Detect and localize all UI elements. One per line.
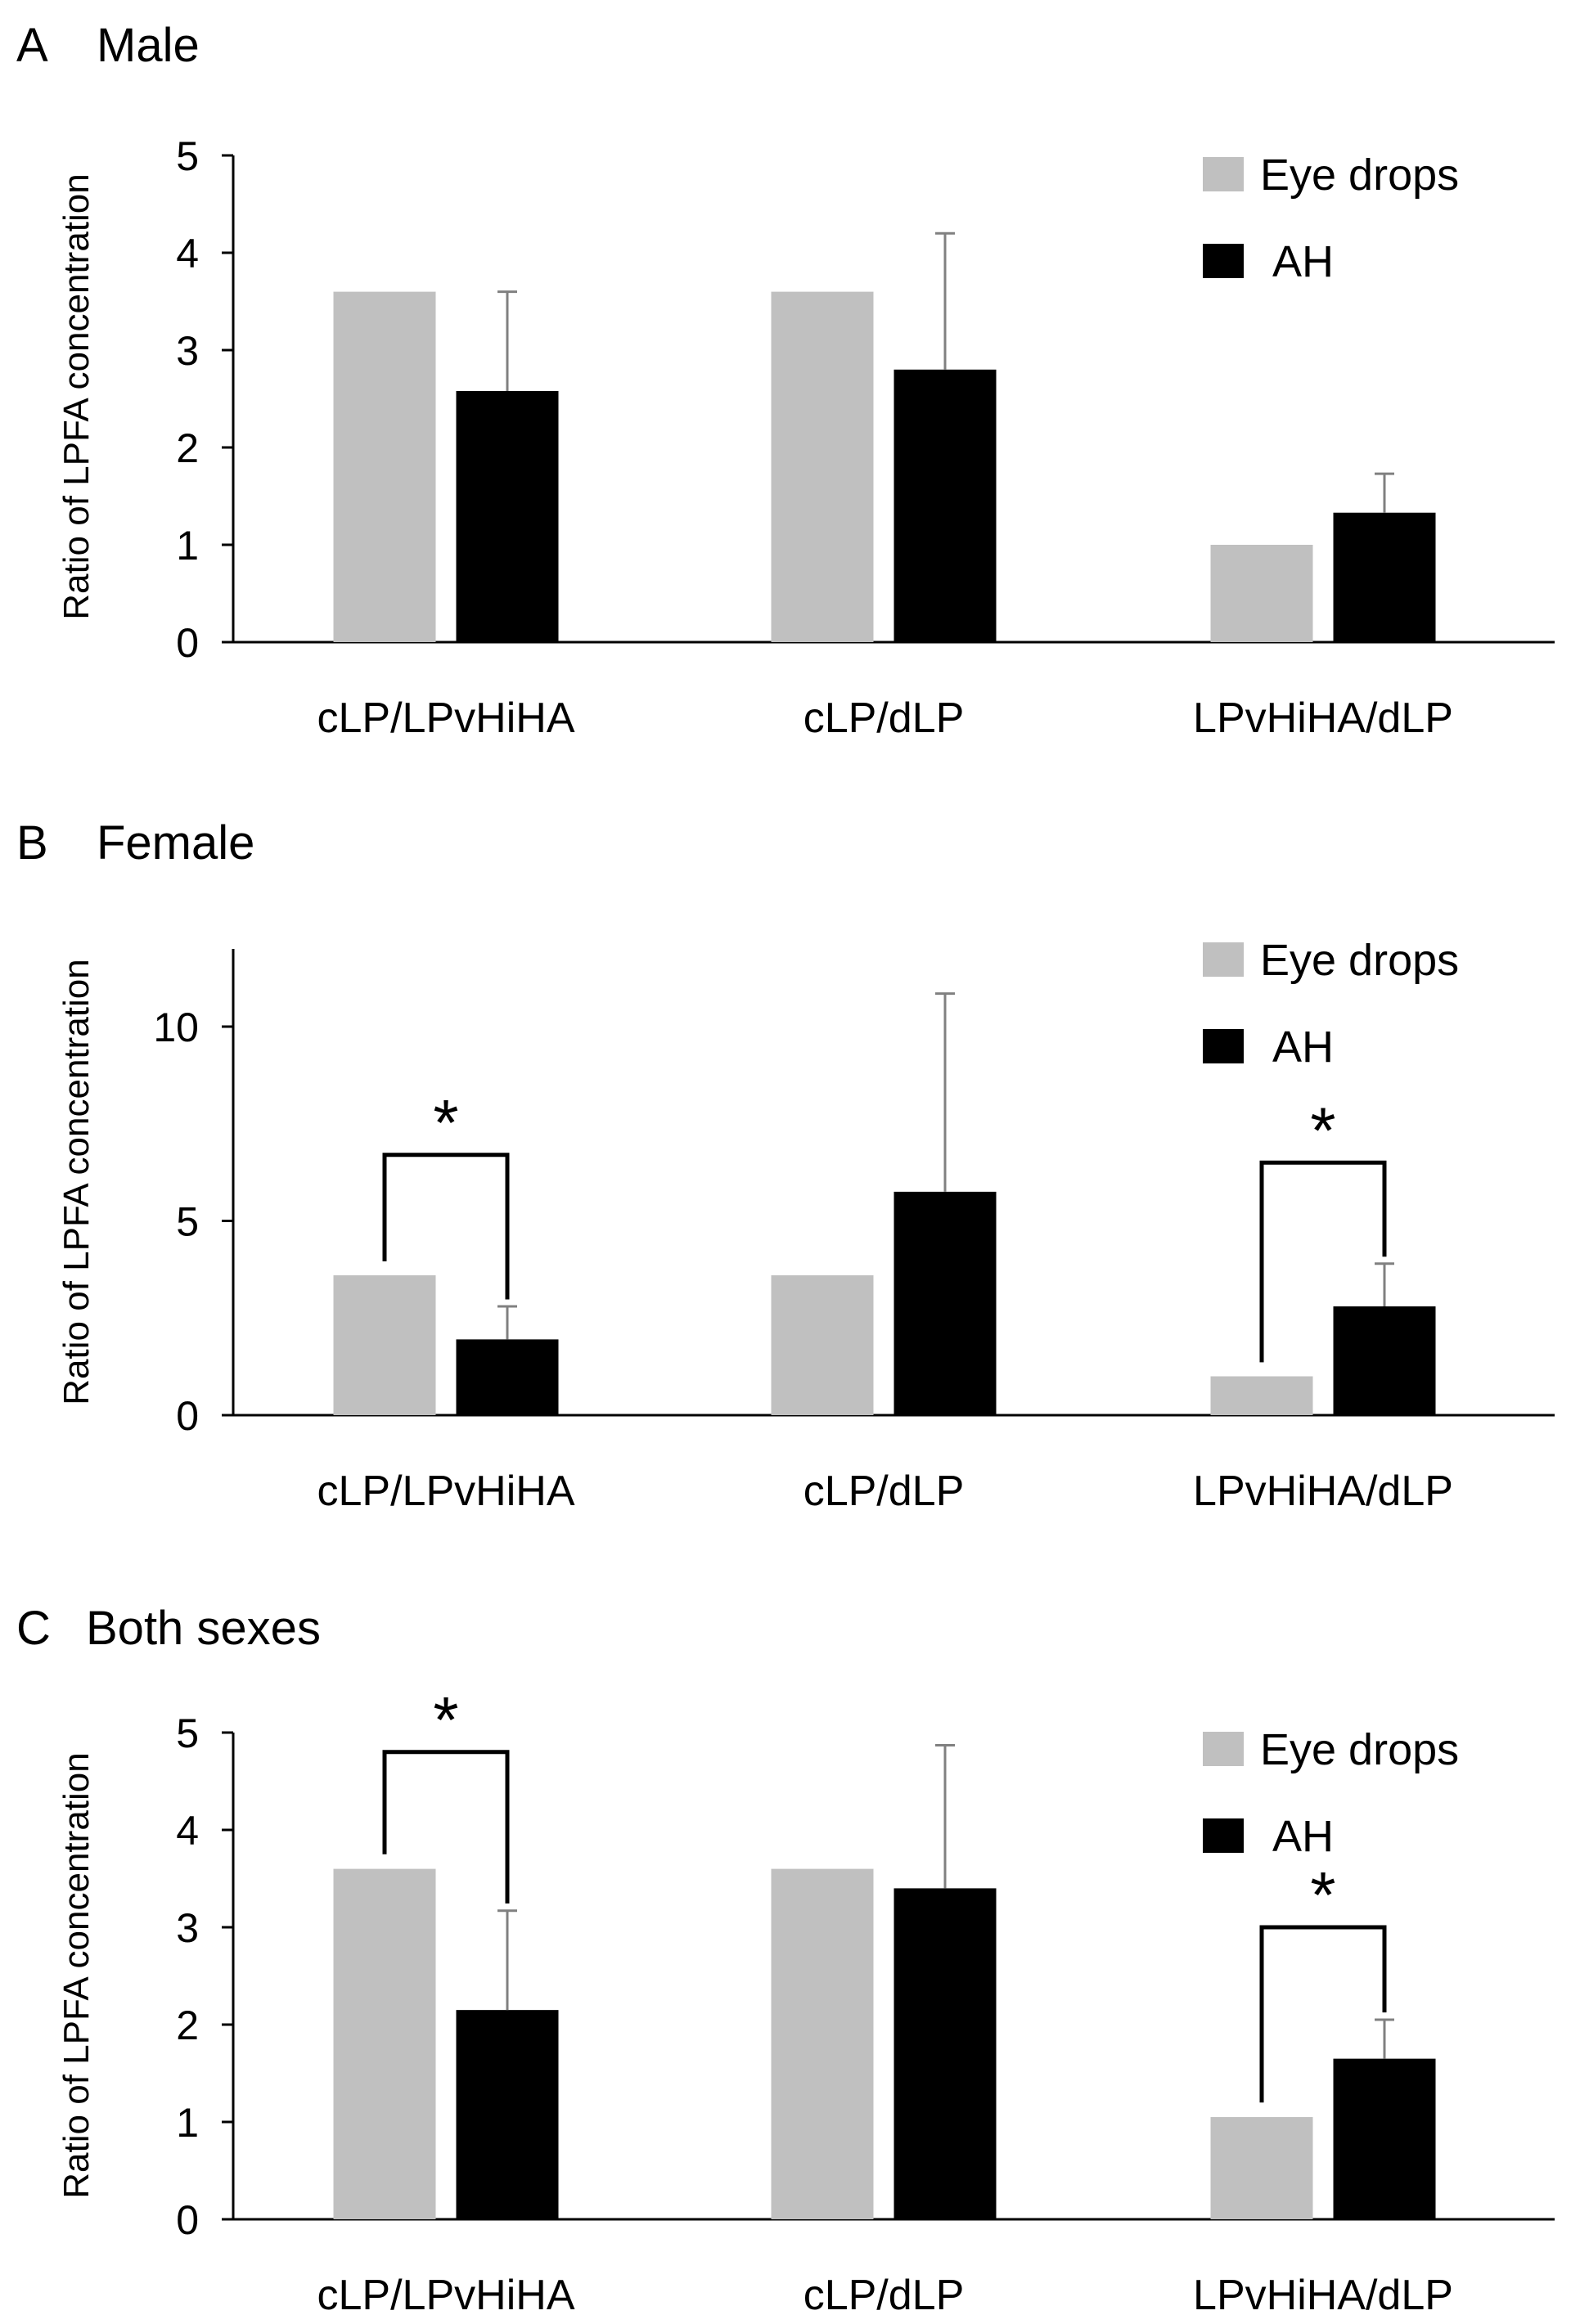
panel-letter-b: B <box>16 816 48 870</box>
y-tick-label: 5 <box>176 1710 199 1756</box>
legend-swatch-ah <box>1203 1818 1244 1853</box>
bar-ah-0 <box>456 390 559 642</box>
legend-label-ah: AH <box>1272 237 1334 286</box>
panel-letter-c: C <box>16 1602 51 1655</box>
bar-ah-0 <box>456 1339 559 1415</box>
y-tick-label: 0 <box>176 2197 199 2243</box>
legend-swatch-eye-drops <box>1203 1732 1244 1766</box>
y-tick-label: 4 <box>176 1808 199 1854</box>
legend-swatch-eye-drops <box>1203 942 1244 977</box>
category-label: cLP/dLP <box>804 695 965 742</box>
legend-swatch-ah <box>1203 244 1244 278</box>
significance-star: * <box>1310 1094 1335 1166</box>
y-tick-label: 1 <box>176 523 199 569</box>
y-axis-label: Ratio of LPFA concentration <box>56 173 97 619</box>
significance-bracket <box>1259 1925 1387 2103</box>
y-tick-label: 0 <box>176 620 199 666</box>
bar-ah-2 <box>1333 512 1436 642</box>
y-axis-label: Ratio of LPFA concentration <box>56 959 97 1405</box>
significance-bracket <box>382 1750 510 1904</box>
significance-bracket <box>382 1153 510 1300</box>
significance-star: * <box>1310 1859 1335 1931</box>
category-label: cLP/dLP <box>804 2272 965 2319</box>
category-label: cLP/LPvHiHA <box>317 1468 575 1515</box>
bar-eye-drops-2 <box>1210 1376 1313 1415</box>
category-label: LPvHiHA/dLP <box>1193 1468 1453 1515</box>
y-tick-label: 1 <box>176 2100 199 2146</box>
y-axis-label: Ratio of LPFA concentration <box>56 1752 97 2198</box>
bar-eye-drops-2 <box>1210 545 1313 642</box>
significance-star: * <box>433 1683 458 1756</box>
bar-ah-2 <box>1333 1306 1436 1415</box>
category-label: cLP/LPvHiHA <box>317 695 575 742</box>
panel-title: Both sexes <box>86 1602 321 1655</box>
bar-ah-1 <box>894 1888 997 2219</box>
category-label: cLP/LPvHiHA <box>317 2272 575 2319</box>
bar-eye-drops-0 <box>333 1275 436 1415</box>
y-tick-label: 5 <box>176 133 199 179</box>
bar-ah-1 <box>894 1191 997 1415</box>
significance-star: * <box>433 1086 458 1159</box>
panel-title: Female <box>97 816 254 870</box>
legend-label-eye-drops: Eye drops <box>1260 151 1459 200</box>
y-tick-label: 2 <box>176 425 199 471</box>
legend-swatch-ah <box>1203 1029 1244 1063</box>
bar-eye-drops-0 <box>333 291 436 642</box>
y-tick-label: 2 <box>176 2003 199 2048</box>
panel-letter-a: A <box>16 19 48 72</box>
legend-label-ah: AH <box>1272 1812 1334 1861</box>
category-label: LPvHiHA/dLP <box>1193 695 1453 742</box>
bar-eye-drops-0 <box>333 1868 436 2219</box>
y-tick-label: 0 <box>176 1393 199 1439</box>
bar-eye-drops-1 <box>771 1275 874 1415</box>
y-tick-label: 5 <box>176 1199 199 1245</box>
bar-ah-0 <box>456 2010 559 2219</box>
legend-label-eye-drops: Eye drops <box>1260 1725 1459 1774</box>
y-tick-label: 4 <box>176 231 199 276</box>
legend-label-eye-drops: Eye drops <box>1260 936 1459 985</box>
bar-ah-2 <box>1333 2058 1436 2219</box>
category-label: LPvHiHA/dLP <box>1193 2272 1453 2319</box>
bar-eye-drops-1 <box>771 291 874 642</box>
significance-bracket <box>1259 1160 1387 1363</box>
legend-swatch-eye-drops <box>1203 157 1244 191</box>
y-tick-label: 3 <box>176 328 199 374</box>
y-tick-label: 10 <box>153 1005 199 1050</box>
legend-label-ah: AH <box>1272 1023 1334 1072</box>
bar-eye-drops-1 <box>771 1868 874 2219</box>
panel-title: Male <box>97 19 200 72</box>
y-tick-label: 3 <box>176 1905 199 1951</box>
category-label: cLP/dLP <box>804 1468 965 1515</box>
bar-ah-1 <box>894 369 997 642</box>
bar-eye-drops-2 <box>1210 2117 1313 2219</box>
